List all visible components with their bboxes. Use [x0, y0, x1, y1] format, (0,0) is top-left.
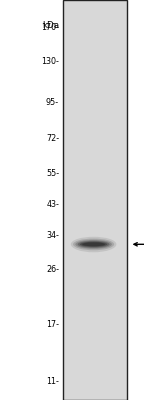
Bar: [63, 0, 127, 400]
Text: 34-: 34-: [46, 231, 59, 240]
Text: 170-: 170-: [41, 23, 59, 32]
Text: 43-: 43-: [46, 200, 59, 210]
Text: 72-: 72-: [46, 134, 59, 143]
Text: 55-: 55-: [46, 169, 59, 178]
Text: 17-: 17-: [46, 320, 59, 329]
Text: 11-: 11-: [46, 376, 59, 386]
Ellipse shape: [78, 241, 110, 248]
Ellipse shape: [80, 242, 107, 247]
Ellipse shape: [82, 242, 105, 246]
Text: 26-: 26-: [46, 266, 59, 274]
Text: 95-: 95-: [46, 98, 59, 107]
Ellipse shape: [73, 239, 114, 250]
Ellipse shape: [71, 237, 116, 252]
Text: 130-: 130-: [41, 58, 59, 66]
Text: kDa: kDa: [42, 21, 59, 30]
Ellipse shape: [75, 240, 112, 249]
